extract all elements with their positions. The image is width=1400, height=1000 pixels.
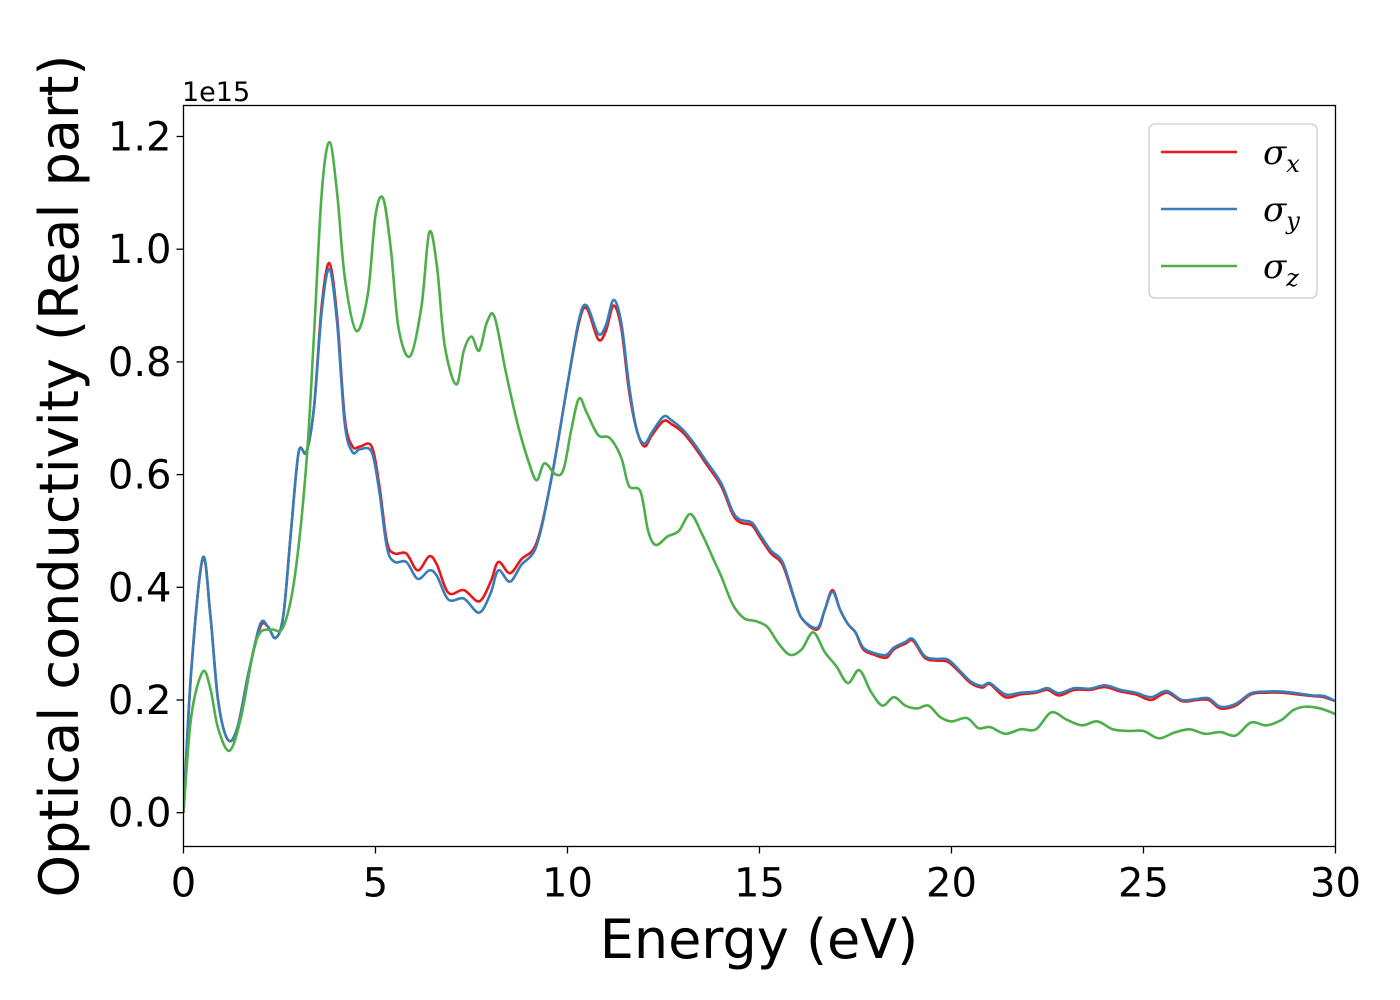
legend-item-y: σy [1161, 190, 1300, 235]
y-axis-label: Optical conductivity (Real part) [28, 55, 91, 898]
series-line-z [183, 140, 1336, 813]
y-tick-label: 0.8 [108, 340, 172, 386]
legend-label: σz [1263, 247, 1299, 292]
y-tick-label: 0.4 [108, 565, 172, 611]
legend-item-z: σz [1161, 247, 1299, 292]
y-axis-ticks: 0.0 0.2 0.4 0.6 0.8 1.0 1.2 [108, 114, 184, 837]
x-tick-label: 25 [1118, 861, 1169, 907]
y-tick-label: 0.2 [108, 678, 172, 724]
x-axis-label: Energy (eV) [600, 908, 919, 971]
y-tick-label: 1.0 [108, 227, 172, 273]
y-tick-label: 0.6 [108, 453, 172, 499]
x-tick-label: 5 [363, 861, 388, 907]
x-tick-label: 30 [1310, 861, 1361, 907]
legend-label: σx [1263, 133, 1300, 178]
legend-item-x: σx [1161, 133, 1300, 178]
y-axis-offset-label: 1e15 [182, 77, 250, 108]
x-tick-label: 20 [926, 861, 977, 907]
y-tick-label: 1.2 [108, 114, 172, 160]
x-axis-ticks: 0 5 10 15 20 25 30 [171, 846, 1361, 907]
x-tick-label: 0 [171, 861, 196, 907]
x-tick-label: 10 [542, 861, 593, 907]
x-tick-label: 15 [734, 861, 785, 907]
legend-items: σx σy σz [1161, 133, 1300, 292]
legend: σx σy σz [1148, 123, 1318, 299]
y-tick-label: 0.0 [108, 791, 172, 837]
series-line-x [183, 261, 1336, 813]
series-line-y [183, 267, 1336, 813]
series-layer [183, 140, 1336, 813]
legend-label: σy [1263, 190, 1300, 235]
legend-box [1148, 123, 1318, 299]
